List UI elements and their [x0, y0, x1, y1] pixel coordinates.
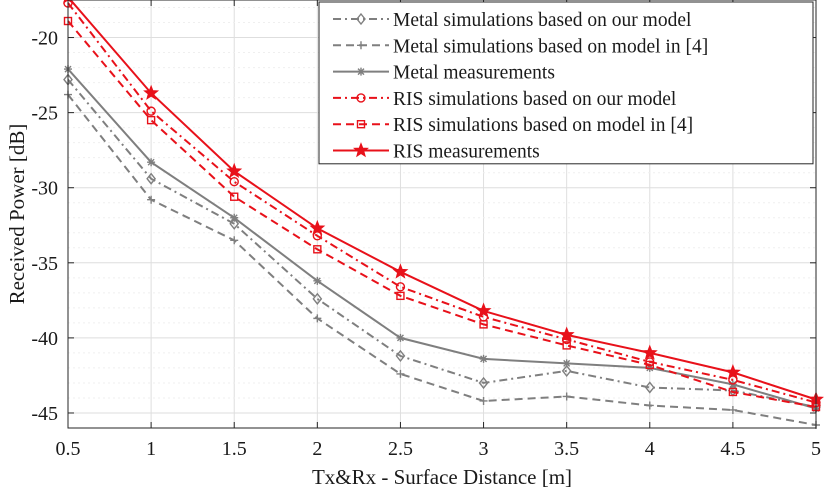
marker-asterisk: [479, 354, 488, 363]
marker-plus: [479, 396, 488, 405]
marker-asterisk: [562, 359, 571, 368]
series-line: [67, 20, 817, 408]
legend-label: RIS simulations based on model in [4]: [393, 115, 693, 136]
x-tick-label: 5: [811, 438, 821, 460]
marker-plus: [357, 41, 365, 50]
marker-square: [356, 119, 366, 129]
marker-star: [63, 0, 73, 4]
x-tick-label: 1: [146, 438, 156, 460]
plot-frame: [67, 0, 817, 429]
marker-diamond: [146, 172, 157, 185]
marker-asterisk: [147, 158, 156, 167]
y-axis-label: Received Power [dB]: [5, 124, 29, 305]
marker-circle: [356, 93, 366, 103]
x-tick-label: 4.5: [720, 438, 745, 460]
series-layer: [63, 0, 824, 429]
marker-square: [313, 245, 322, 254]
marker-star: [226, 162, 243, 178]
x-tick-label: 2: [312, 438, 322, 460]
marker-asterisk: [396, 333, 405, 342]
marker-square: [562, 341, 571, 350]
x-tick-label: 3: [479, 438, 489, 460]
marker-star: [143, 84, 160, 100]
marker-star: [392, 263, 409, 279]
marker-star: [353, 142, 369, 158]
series-line: [67, 68, 817, 410]
x-tick-label: 0.5: [56, 438, 81, 460]
marker-asterisk: [313, 276, 322, 285]
y-tick-label: -20: [31, 28, 58, 50]
marker-square: [396, 291, 405, 301]
x-tick-label: 2.5: [388, 438, 413, 460]
series-line: [67, 2, 817, 404]
marker-diamond: [229, 217, 240, 230]
marker-diamond: [478, 376, 489, 390]
legend-label: RIS simulations based on our model: [393, 89, 677, 110]
marker-plus: [645, 401, 654, 410]
marker-asterisk: [357, 67, 365, 76]
marker-circle: [395, 282, 406, 292]
x-tick-label: 1.5: [222, 438, 247, 460]
marker-star: [641, 344, 658, 360]
marker-star: [475, 302, 492, 318]
y-tick-label: -45: [31, 403, 58, 425]
series-line: [67, 78, 817, 408]
y-tick-label: -25: [31, 103, 58, 125]
marker-plus: [230, 236, 239, 245]
series-line: [67, 93, 817, 426]
marker-square: [230, 192, 239, 201]
marker-square: [728, 387, 738, 397]
marker-plus: [728, 405, 737, 414]
series-line: [69, 0, 817, 401]
marker-square: [645, 360, 654, 370]
legend-label: Metal measurements: [393, 63, 555, 84]
marker-square: [479, 320, 488, 329]
marker-star: [724, 364, 741, 380]
marker-asterisk: [230, 213, 239, 222]
legend-label: Metal simulations based on our model: [393, 10, 692, 31]
marker-star: [309, 219, 326, 236]
marker-diamond: [644, 381, 655, 394]
marker-diamond: [395, 349, 406, 363]
marker-diamond: [356, 12, 366, 26]
x-tick-label: 4: [645, 438, 655, 460]
marker-circle: [229, 177, 239, 187]
marker-diamond: [561, 364, 572, 378]
marker-star: [558, 326, 575, 342]
marker-plus: [147, 195, 156, 204]
marker-square: [146, 115, 156, 125]
legend: Metal simulations based on our model Meta…: [318, 1, 814, 165]
x-axis-label: Tx&Rx - Surface Distance [m]: [312, 465, 572, 489]
marker-circle: [146, 106, 156, 116]
marker-plus: [562, 392, 571, 401]
legend-label: RIS measurements: [393, 142, 540, 163]
x-tick-label: 3.5: [554, 438, 579, 460]
marker-plus: [313, 314, 322, 323]
legend-box: [318, 1, 814, 165]
y-tick-label: -40: [31, 328, 58, 350]
y-tick-label: -30: [31, 178, 58, 200]
legend-label: Metal simulations based on model in [4]: [393, 36, 708, 57]
marker-diamond: [312, 292, 323, 305]
y-tick-label: -35: [31, 253, 58, 275]
marker-plus: [396, 369, 405, 378]
